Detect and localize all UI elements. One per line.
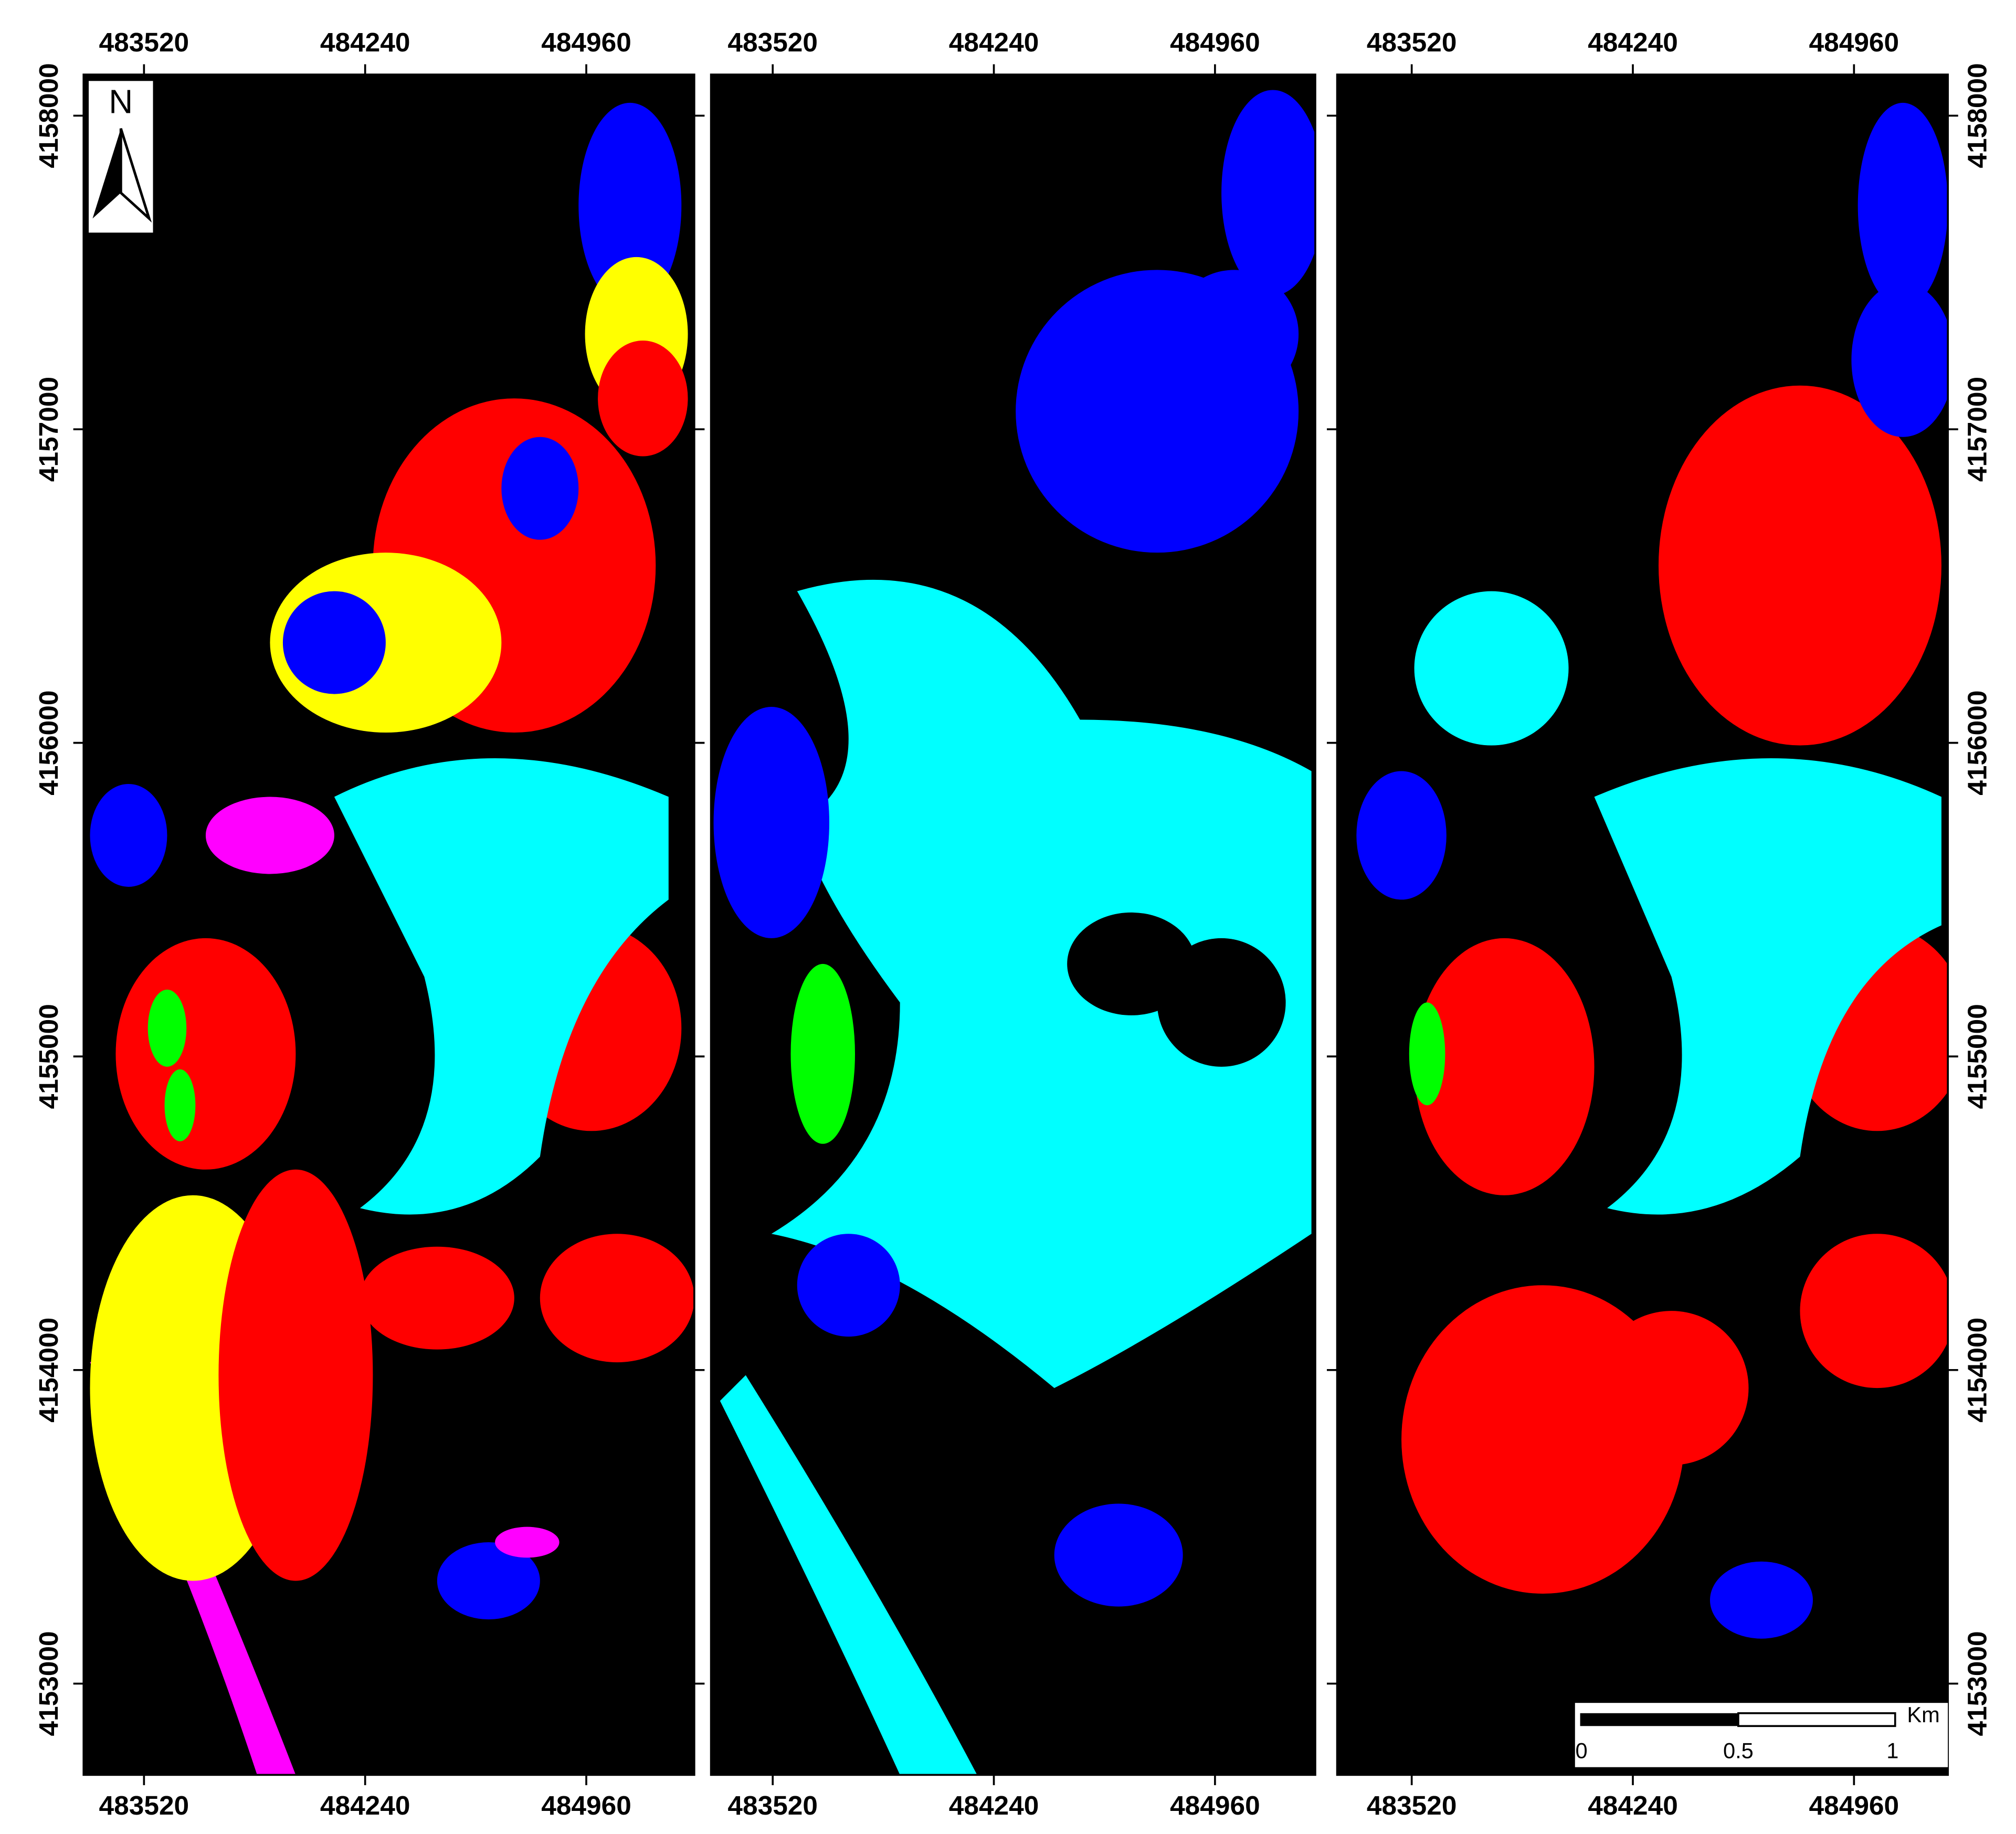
- map-shape: [334, 758, 669, 1215]
- scale-label: 1: [1886, 1738, 1898, 1763]
- map-shape: [1221, 90, 1315, 296]
- map-shape: [1336, 73, 1949, 1776]
- map-shape: [1800, 1234, 1948, 1388]
- x-tick-label: 484960: [541, 1790, 631, 1820]
- map-shape: [90, 784, 167, 887]
- map-shape: [771, 579, 1312, 1388]
- map-shape: [1857, 102, 1948, 309]
- map-shape: [1580, 1713, 1738, 1726]
- map-shape: [1594, 1311, 1749, 1466]
- map-shape: [1170, 270, 1299, 399]
- x-tick-label: 483520: [1367, 27, 1457, 57]
- x-tick-label: 484960: [1809, 27, 1899, 57]
- map-shape: [1157, 938, 1286, 1067]
- map-shape: [710, 73, 1316, 1776]
- y-tick-label: 4154000: [33, 1318, 64, 1423]
- north-label: N: [109, 83, 133, 121]
- y-tick-label: 4156000: [1962, 691, 1992, 796]
- map-shape: [360, 1246, 514, 1350]
- map-shape: [1594, 758, 1941, 1215]
- x-tick-label: 483520: [727, 27, 818, 57]
- x-tick-label: 484240: [320, 1790, 410, 1820]
- north-arrow: N: [86, 78, 156, 236]
- map-shape: [495, 1526, 560, 1558]
- scale-label: 0: [1575, 1738, 1587, 1763]
- map-shape: [797, 1234, 900, 1337]
- x-tick-label: 484240: [949, 27, 1039, 57]
- map-shape: [501, 437, 579, 540]
- x-tick-label: 484240: [1588, 27, 1678, 57]
- x-tick-label: 483520: [99, 1790, 189, 1820]
- map-panel: [711, 75, 1315, 1775]
- map-shape: [1414, 938, 1595, 1195]
- map-shape: [1851, 282, 1948, 437]
- x-tick-label: 484240: [320, 27, 410, 57]
- y-tick-label: 4158000: [33, 63, 64, 168]
- map-shape: [598, 341, 688, 457]
- map-shape: [92, 128, 121, 219]
- map-shape: [578, 102, 682, 309]
- x-tick-label: 484960: [1170, 1790, 1260, 1820]
- y-tick-label: 4157000: [33, 377, 64, 482]
- map-shape: [147, 989, 187, 1067]
- map-shape: [790, 963, 855, 1144]
- map-shape: [1409, 1002, 1445, 1106]
- scale-bar: Km 0 0.5 1: [1575, 1702, 1948, 1767]
- map-shape: [720, 1375, 977, 1775]
- scale-unit: Km: [1907, 1702, 1939, 1727]
- map-shape: [164, 1069, 196, 1141]
- map-shape: [1414, 591, 1569, 746]
- map-panel: [1337, 75, 1948, 1775]
- x-tick-label: 484960: [1170, 27, 1260, 57]
- map-shape: [1054, 1503, 1183, 1607]
- map-shape: [1709, 1561, 1813, 1639]
- map-shape: [119, 128, 152, 223]
- map-shape: [282, 591, 386, 694]
- y-tick-label: 4153000: [1962, 1631, 1992, 1736]
- y-tick-label: 4158000: [1962, 63, 1992, 168]
- y-tick-label: 4155000: [1962, 1004, 1992, 1109]
- map-shape: [437, 1542, 540, 1619]
- panel-frames: [82, 73, 1949, 1776]
- y-tick-label: 4153000: [33, 1631, 64, 1736]
- x-tick-label: 484960: [541, 27, 631, 57]
- x-tick-label: 484240: [949, 1790, 1039, 1820]
- map-shape: [713, 707, 830, 938]
- map-shape: [218, 1169, 373, 1581]
- x-tick-label: 484240: [1588, 1790, 1678, 1820]
- map-shape: [205, 797, 334, 874]
- x-tick-label: 483520: [99, 27, 189, 57]
- x-tick-label: 483520: [1367, 1790, 1457, 1820]
- map-shape: [115, 938, 296, 1170]
- map-shape: [540, 1234, 694, 1363]
- y-tick-label: 4157000: [1962, 377, 1992, 482]
- map-panel: [83, 75, 694, 1775]
- scale-label: 0.5: [1723, 1738, 1754, 1763]
- y-tick-label: 4156000: [33, 691, 64, 796]
- x-tick-label: 484960: [1809, 1790, 1899, 1820]
- map-shape: [1659, 385, 1941, 746]
- y-tick-label: 4155000: [33, 1004, 64, 1109]
- map-shape: [1737, 1712, 1896, 1727]
- map-shape: [1356, 771, 1447, 900]
- x-tick-label: 483520: [727, 1790, 818, 1820]
- map-shape: [82, 73, 695, 1776]
- y-tick-label: 4154000: [1962, 1318, 1992, 1423]
